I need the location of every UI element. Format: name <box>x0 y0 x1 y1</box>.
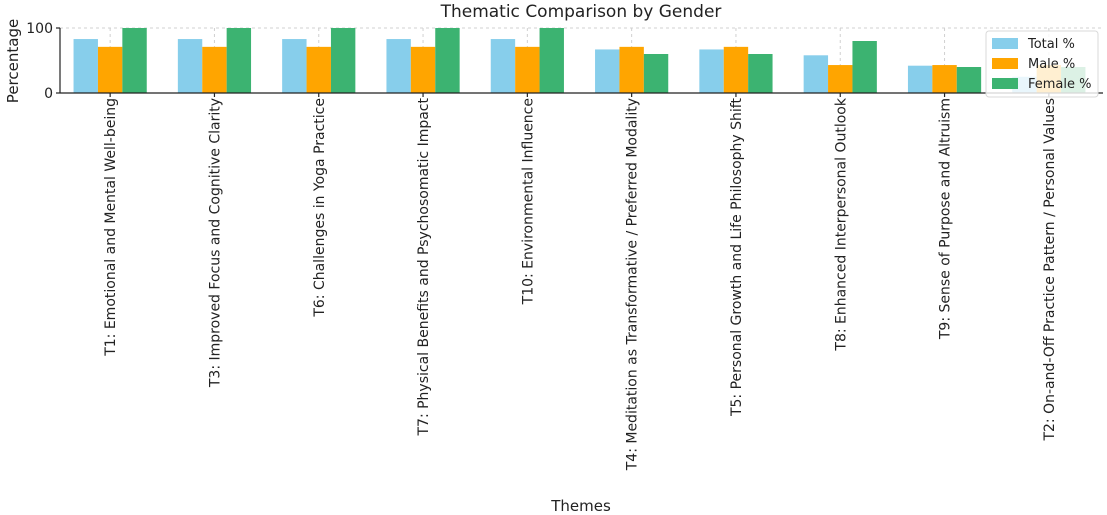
bar <box>852 41 877 93</box>
bar <box>386 39 411 93</box>
bar <box>410 46 436 93</box>
legend-swatch <box>992 58 1018 69</box>
x-ticks: T1: Emotional and Mental Well-being T3: I… <box>103 93 1058 471</box>
x-axis-label: Themes <box>550 497 611 515</box>
bar <box>932 65 957 93</box>
legend-swatch <box>992 78 1018 89</box>
legend-label: Total % <box>1027 37 1075 52</box>
bars <box>73 28 1086 93</box>
y-tick-label: 100 <box>26 21 53 37</box>
bar <box>828 65 853 93</box>
bar <box>122 28 147 93</box>
x-tick-label: T1: Emotional and Mental Well-being <box>103 98 119 357</box>
legend: Total % Male % Female % <box>985 30 1099 98</box>
x-tick-label: T2: On-and-Off Practice Pattern / Person… <box>1042 98 1058 442</box>
legend-label: Female % <box>1028 77 1092 92</box>
bar <box>226 28 252 93</box>
bar <box>595 49 620 93</box>
bar <box>330 28 356 93</box>
bar <box>177 39 203 93</box>
legend-swatch <box>992 38 1018 49</box>
bar <box>202 46 227 93</box>
bar <box>643 54 669 93</box>
x-tick-label: T9: Sense of Purpose and Altruism <box>938 98 954 340</box>
y-ticks: 0 100 <box>26 21 60 102</box>
x-tick-label: T4: Meditation as Transformative / Prefe… <box>625 98 641 471</box>
bar <box>490 39 516 93</box>
chart-title: Thematic Comparison by Gender <box>440 2 722 22</box>
x-tick-label: T3: Improved Focus and Cognitive Clarity <box>207 98 223 388</box>
bar <box>73 39 98 93</box>
x-tick-label: T7: Physical Benefits and Psychosomatic … <box>416 98 432 437</box>
legend-label: Male % <box>1028 57 1075 72</box>
bar <box>619 46 644 93</box>
bar <box>699 49 724 93</box>
bar <box>97 46 123 93</box>
bar <box>907 65 933 93</box>
bar <box>723 46 749 93</box>
bar <box>748 54 773 93</box>
bar <box>956 67 982 93</box>
bar <box>282 39 307 93</box>
y-axis-label: Percentage <box>4 19 22 103</box>
bar <box>515 46 540 93</box>
x-tick-label: T10: Environmental Influence <box>520 98 536 305</box>
bar <box>306 46 331 93</box>
bar <box>539 28 564 93</box>
bar <box>435 28 460 93</box>
x-tick-label: T8: Enhanced Interpersonal Outlook <box>833 97 849 351</box>
bar <box>803 55 829 93</box>
x-tick-label: T5: Personal Growth and Life Philosophy … <box>729 97 745 417</box>
x-tick-label: T6: Challenges in Yoga Practice <box>312 98 328 318</box>
y-tick-label: 0 <box>44 86 53 102</box>
